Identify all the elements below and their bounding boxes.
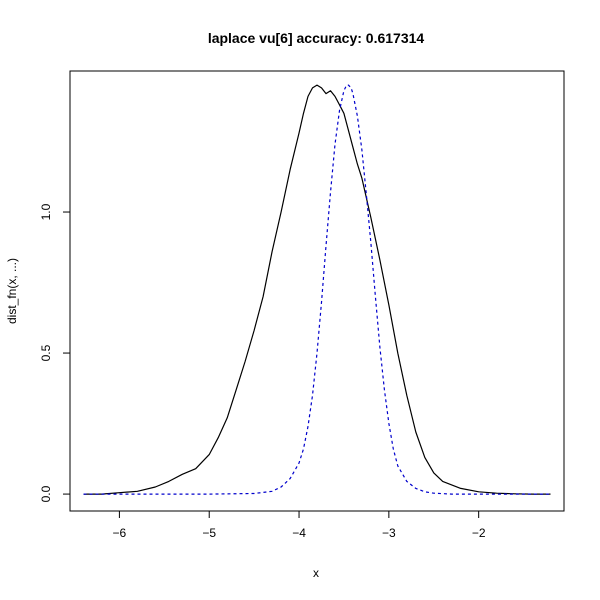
y-axis: 0.0 0.5 1.0	[39, 203, 71, 502]
y-axis-label: dist_fn(x, ...)	[5, 258, 19, 324]
series-layer	[83, 84, 551, 495]
plot-frame	[69, 70, 565, 512]
y-tick-label: 1.0	[39, 203, 53, 220]
x-axis: −6 −5 −4 −3 −2	[113, 510, 486, 540]
x-tick-label: −6	[113, 526, 127, 540]
series-line-1	[83, 84, 551, 495]
series-line-0	[83, 84, 551, 495]
x-tick-label: −3	[382, 526, 396, 540]
x-axis-label: x	[313, 566, 319, 580]
y-tick-label: 0.5	[39, 344, 53, 361]
x-tick-label: −5	[202, 526, 216, 540]
y-tick-label: 0.0	[39, 485, 53, 502]
x-tick-label: −4	[292, 526, 306, 540]
x-tick-label: −2	[472, 526, 486, 540]
chart-title: laplace vu[6] accuracy: 0.617314	[208, 30, 425, 46]
